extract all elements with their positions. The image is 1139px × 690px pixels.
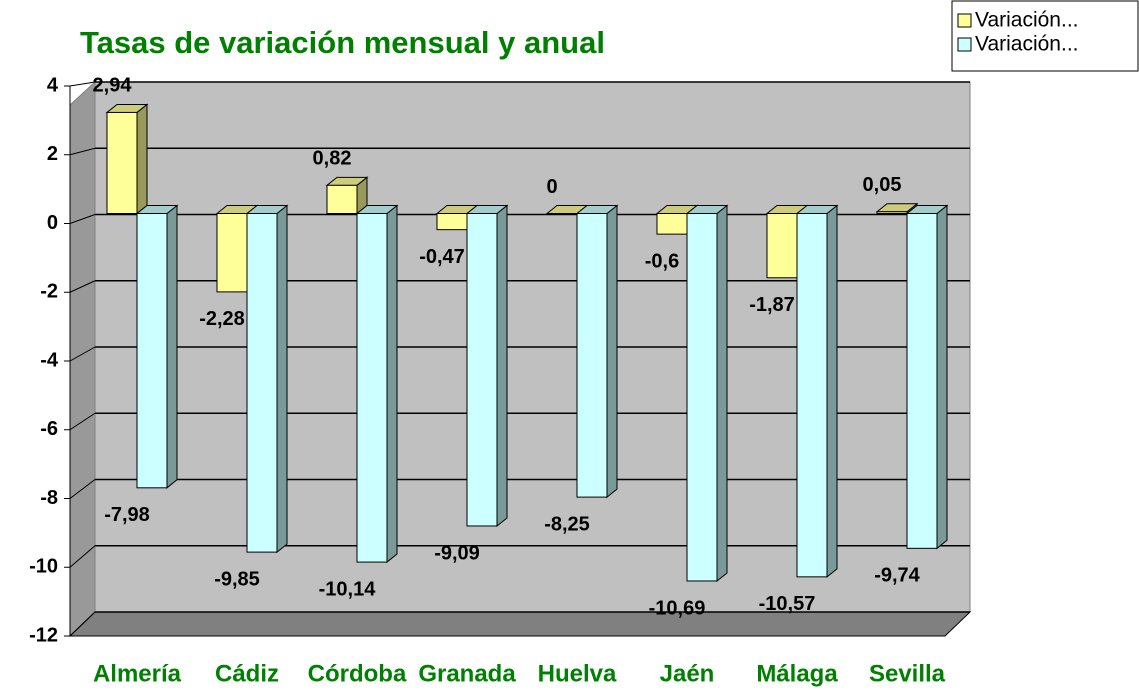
bar: [656, 213, 688, 235]
bar-side: [386, 204, 398, 564]
bar: [436, 213, 468, 231]
data-label: -9,09: [434, 542, 480, 564]
y-tick-label: -2: [40, 281, 58, 303]
bar-side: [936, 204, 948, 550]
bar-side: [166, 204, 178, 489]
data-label: -10,57: [759, 593, 816, 615]
bar: [686, 213, 718, 582]
y-tick-label: -8: [40, 487, 58, 509]
data-label: -7,98: [104, 504, 150, 526]
bar: [906, 213, 938, 549]
legend-label: Variación...: [975, 9, 1079, 32]
data-label: -0,6: [645, 250, 679, 272]
bar-side: [276, 204, 288, 554]
legend: [951, 0, 1139, 72]
y-tick-label: 4: [47, 74, 59, 96]
grid-line: [69, 611, 96, 637]
x-tick-label: Cádiz: [215, 660, 279, 687]
bar: [246, 213, 278, 553]
bar: [466, 213, 498, 527]
data-label: -10,69: [649, 597, 706, 619]
grid-line: [69, 81, 96, 87]
chart-title: Tasas de variación mensual y anual: [80, 25, 605, 60]
data-label: 0,05: [863, 174, 902, 196]
grid-line: [69, 346, 96, 362]
x-tick-label: Sevilla: [869, 660, 946, 687]
y-tick-label: 2: [47, 143, 58, 165]
legend-label: Variación...: [975, 33, 1079, 56]
data-label: 0,82: [313, 148, 352, 170]
bar-side: [716, 204, 728, 583]
data-label: -9,74: [874, 565, 920, 587]
bar: [766, 213, 798, 279]
legend-swatch: [957, 37, 972, 52]
bar: [136, 213, 168, 489]
x-tick-label: Granada: [418, 660, 516, 687]
grid-line: [69, 147, 96, 156]
bar: [576, 213, 608, 498]
data-label: -2,28: [199, 308, 245, 330]
x-tick-label: Córdoba: [308, 660, 407, 687]
data-label: 2,94: [93, 75, 133, 97]
grid-line: [69, 280, 96, 293]
grid-line: [69, 545, 96, 568]
bar: [356, 213, 388, 563]
bar: [326, 184, 358, 214]
x-tick-label: Huelva: [538, 660, 617, 687]
y-tick-label: -4: [40, 349, 59, 371]
y-tick-label: 0: [47, 212, 58, 234]
grid-line: [69, 479, 96, 499]
legend-swatch: [957, 13, 972, 28]
bar: [216, 213, 248, 293]
bar: [796, 213, 828, 578]
data-label: -1,87: [749, 294, 795, 316]
data-label: 0: [546, 176, 557, 198]
bar-side: [606, 204, 618, 499]
bar: [106, 111, 138, 214]
grid-line: [69, 214, 96, 224]
x-tick-label: Málaga: [756, 660, 838, 687]
y-tick-label: -10: [29, 556, 58, 578]
x-tick-label: Jaén: [660, 660, 715, 687]
data-label: -10,14: [319, 578, 377, 600]
bar-side: [136, 103, 148, 215]
bar-side: [496, 204, 508, 528]
bar-side: [826, 204, 838, 578]
x-tick-label: Almería: [93, 660, 182, 687]
floor: [68, 611, 972, 637]
bar: [876, 211, 908, 214]
data-label: -8,25: [544, 513, 590, 535]
grid-line: [69, 412, 96, 431]
data-label: -9,85: [214, 568, 260, 590]
data-label: -0,47: [419, 246, 465, 268]
y-tick-label: -6: [40, 418, 58, 440]
y-tick-label: -12: [29, 624, 58, 646]
